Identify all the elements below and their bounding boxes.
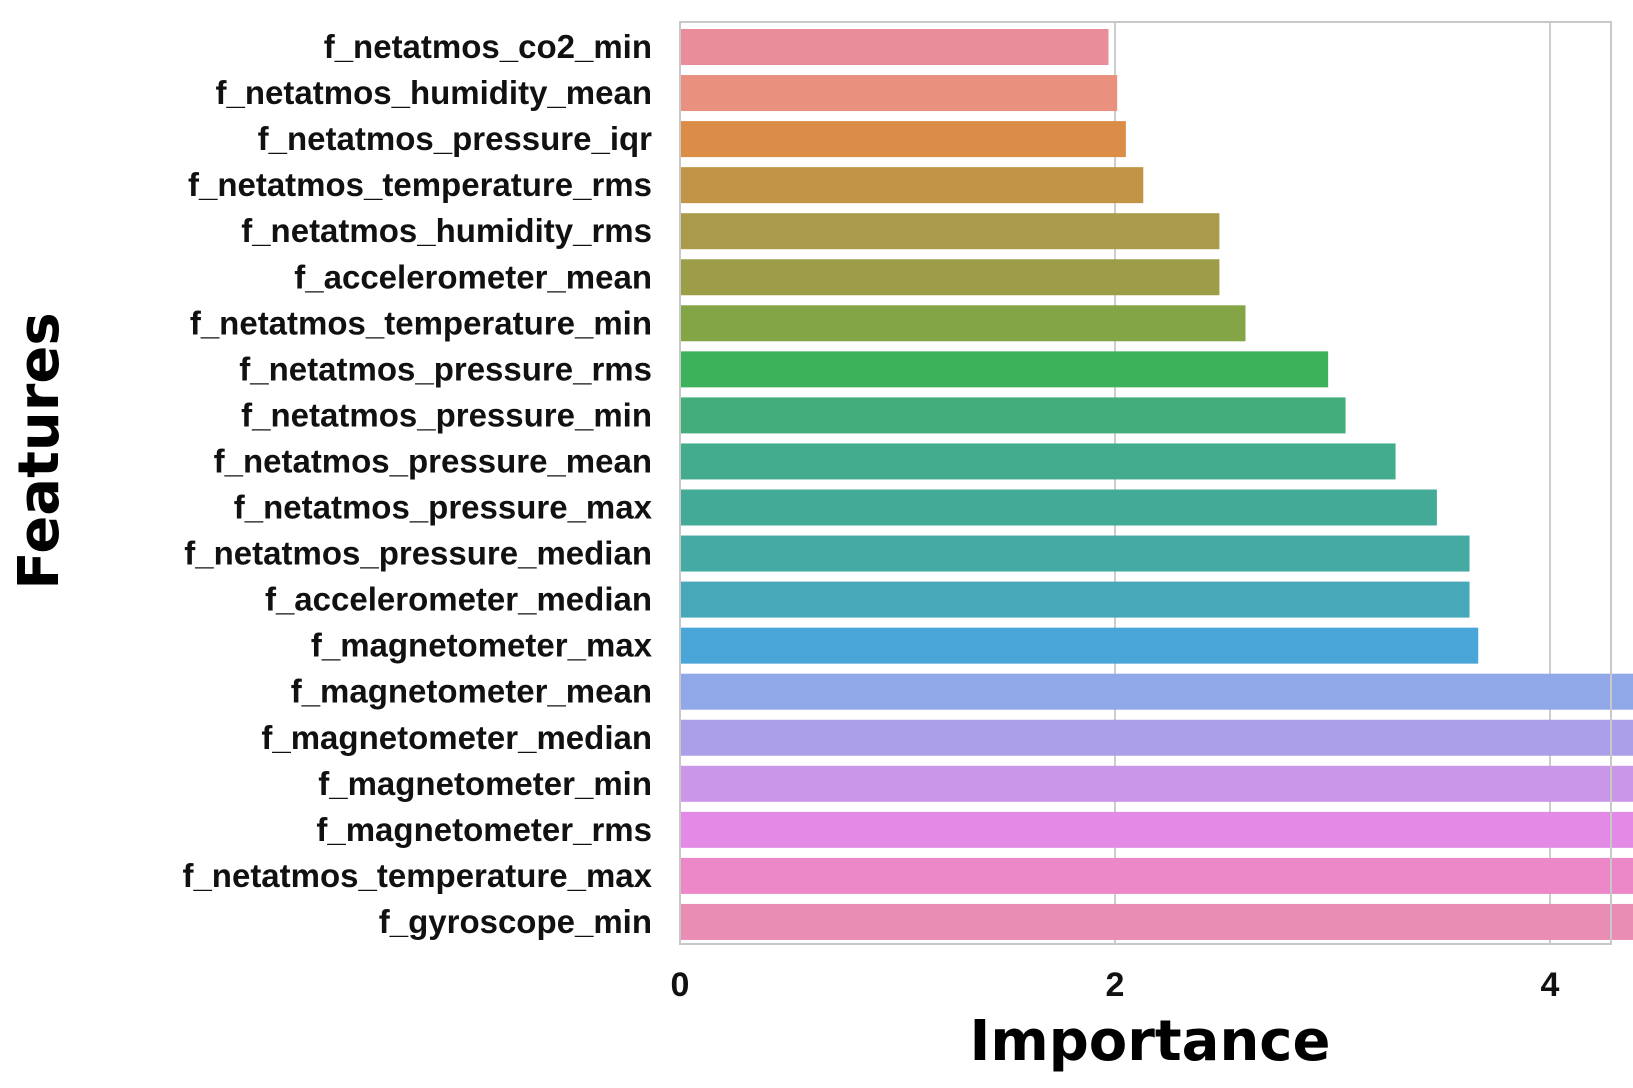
bar-f-magnetometer-max (681, 627, 1479, 664)
category-label: f_magnetometer_rms (316, 811, 652, 848)
category-labels: f_netatmos_co2_min f_netatmos_humidity_me… (182, 28, 652, 940)
category-label: f_magnetometer_max (311, 627, 653, 664)
bar-f-magnetometer-rms (681, 811, 1633, 848)
category-label: f_netatmos_temperature_min (190, 304, 652, 341)
category-label: f_accelerometer_mean (294, 258, 652, 295)
x-tick-label: 0 (671, 966, 690, 1004)
bar-f-netatmos-temperature-min (681, 305, 1246, 342)
category-label: f_magnetometer_median (261, 719, 652, 756)
y-axis-title: Features (7, 312, 72, 589)
category-label: f_magnetometer_mean (291, 673, 652, 710)
category-label: f_netatmos_co2_min (324, 28, 652, 65)
x-tick-labels: 02468 (671, 966, 1560, 1004)
bar-f-netatmos-temperature-rms (681, 167, 1144, 204)
bar-f-netatmos-pressure-median (681, 535, 1470, 572)
x-tick-label: 2 (1106, 966, 1125, 1004)
bar-f-netatmos-pressure-mean (681, 443, 1396, 480)
bar-f-magnetometer-median (681, 719, 1633, 756)
bar-f-netatmos-pressure-iqr (681, 121, 1126, 158)
x-tick-label: 4 (1541, 966, 1560, 1004)
category-label: f_netatmos_humidity_rms (241, 212, 652, 249)
bar-f-netatmos-humidity-mean (681, 75, 1118, 112)
category-label: f_netatmos_pressure_rms (239, 350, 652, 387)
category-label: f_netatmos_humidity_mean (216, 74, 652, 111)
category-label: f_gyroscope_min (379, 903, 652, 940)
category-label: f_netatmos_pressure_median (184, 535, 652, 572)
bar-f-magnetometer-mean (681, 673, 1633, 710)
bar-f-netatmos-pressure-min (681, 397, 1346, 434)
bars (681, 29, 1633, 940)
category-label: f_netatmos_temperature_max (182, 857, 652, 894)
bar-f-magnetometer-min (681, 765, 1633, 802)
category-label: f_accelerometer_median (265, 581, 652, 618)
bar-f-gyroscope-min (681, 903, 1633, 940)
x-axis-title: Importance (970, 1009, 1331, 1074)
plot-frame (679, 21, 1612, 945)
category-label: f_netatmos_pressure_min (241, 396, 652, 433)
category-label: f_netatmos_temperature_rms (188, 166, 652, 203)
category-label: f_netatmos_pressure_mean (214, 442, 652, 479)
bar-f-accelerometer-mean (681, 259, 1220, 296)
bar-f-accelerometer-median (681, 581, 1470, 618)
bar-f-netatmos-pressure-max (681, 489, 1437, 526)
category-label: f_netatmos_pressure_max (234, 489, 653, 526)
bar-f-netatmos-co2-min (681, 29, 1109, 65)
category-label: f_magnetometer_min (318, 765, 652, 802)
gridlines (1114, 22, 1551, 944)
category-label: f_netatmos_pressure_iqr (258, 120, 652, 157)
bar-f-netatmos-temperature-max (681, 857, 1633, 894)
bar-f-netatmos-pressure-rms (681, 351, 1329, 388)
bar-f-netatmos-humidity-rms (681, 213, 1220, 250)
